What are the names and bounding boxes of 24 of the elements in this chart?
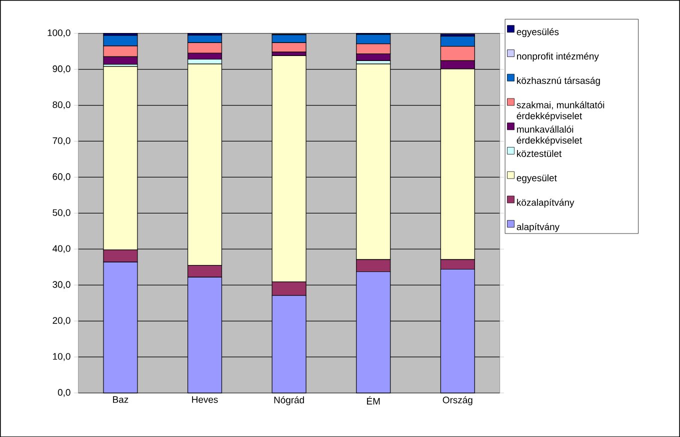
legend-label: közalapítvány [517,198,574,208]
legend-label: egyesülés [516,28,559,37]
y-tick-label: 90,0 [52,65,70,74]
legend-label: köztestület [517,150,562,157]
y-tick-label: 10,0 [53,352,70,361]
y-tick-label: 20,0 [52,316,70,325]
x-tick-label: Nógrád [274,396,304,406]
y-tick-label: 100,0 [48,29,70,38]
legend-label: munkavállalói érdekképviselet [516,126,582,146]
legend-label: közhasznú társaság [517,76,600,86]
x-tick-label: ÉM [367,396,380,404]
y-tick-label: 60,0 [52,173,70,181]
legend-label: egyesület [516,174,557,184]
y-tick-label: 0,0 [58,388,70,397]
legend-label: alapítvány [516,222,560,232]
y-tick-label: 70,0 [52,137,70,145]
y-tick-label: 30,0 [52,281,70,289]
x-tick-label: Ország [442,396,472,406]
legend-label: nonprofit intézmény [517,52,599,62]
y-tick-label: 80,0 [52,101,70,110]
y-tick-label: 40,0 [52,245,70,253]
x-tick-label: Baz [113,396,128,403]
y-tick-label: 50,0 [52,209,70,217]
x-tick-label: Heves [192,396,218,403]
